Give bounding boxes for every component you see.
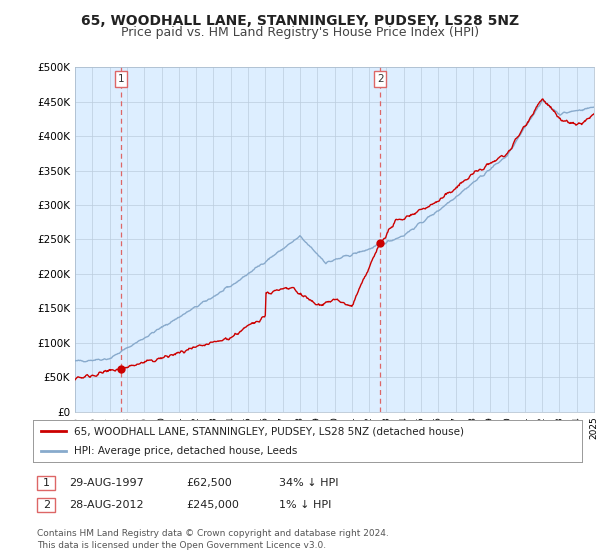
Text: 1: 1	[118, 74, 124, 84]
Text: 2: 2	[377, 74, 383, 84]
Text: 29-AUG-1997: 29-AUG-1997	[69, 478, 144, 488]
Text: £245,000: £245,000	[186, 500, 239, 510]
Text: Contains HM Land Registry data © Crown copyright and database right 2024.
This d: Contains HM Land Registry data © Crown c…	[37, 529, 389, 550]
Text: 65, WOODHALL LANE, STANNINGLEY, PUDSEY, LS28 5NZ (detached house): 65, WOODHALL LANE, STANNINGLEY, PUDSEY, …	[74, 426, 464, 436]
Text: Price paid vs. HM Land Registry's House Price Index (HPI): Price paid vs. HM Land Registry's House …	[121, 26, 479, 39]
Text: 34% ↓ HPI: 34% ↓ HPI	[279, 478, 338, 488]
Text: 1% ↓ HPI: 1% ↓ HPI	[279, 500, 331, 510]
Text: £62,500: £62,500	[186, 478, 232, 488]
Text: HPI: Average price, detached house, Leeds: HPI: Average price, detached house, Leed…	[74, 446, 298, 456]
Text: 28-AUG-2012: 28-AUG-2012	[69, 500, 143, 510]
Text: 2: 2	[43, 500, 50, 510]
Text: 1: 1	[43, 478, 50, 488]
Text: 65, WOODHALL LANE, STANNINGLEY, PUDSEY, LS28 5NZ: 65, WOODHALL LANE, STANNINGLEY, PUDSEY, …	[81, 14, 519, 28]
